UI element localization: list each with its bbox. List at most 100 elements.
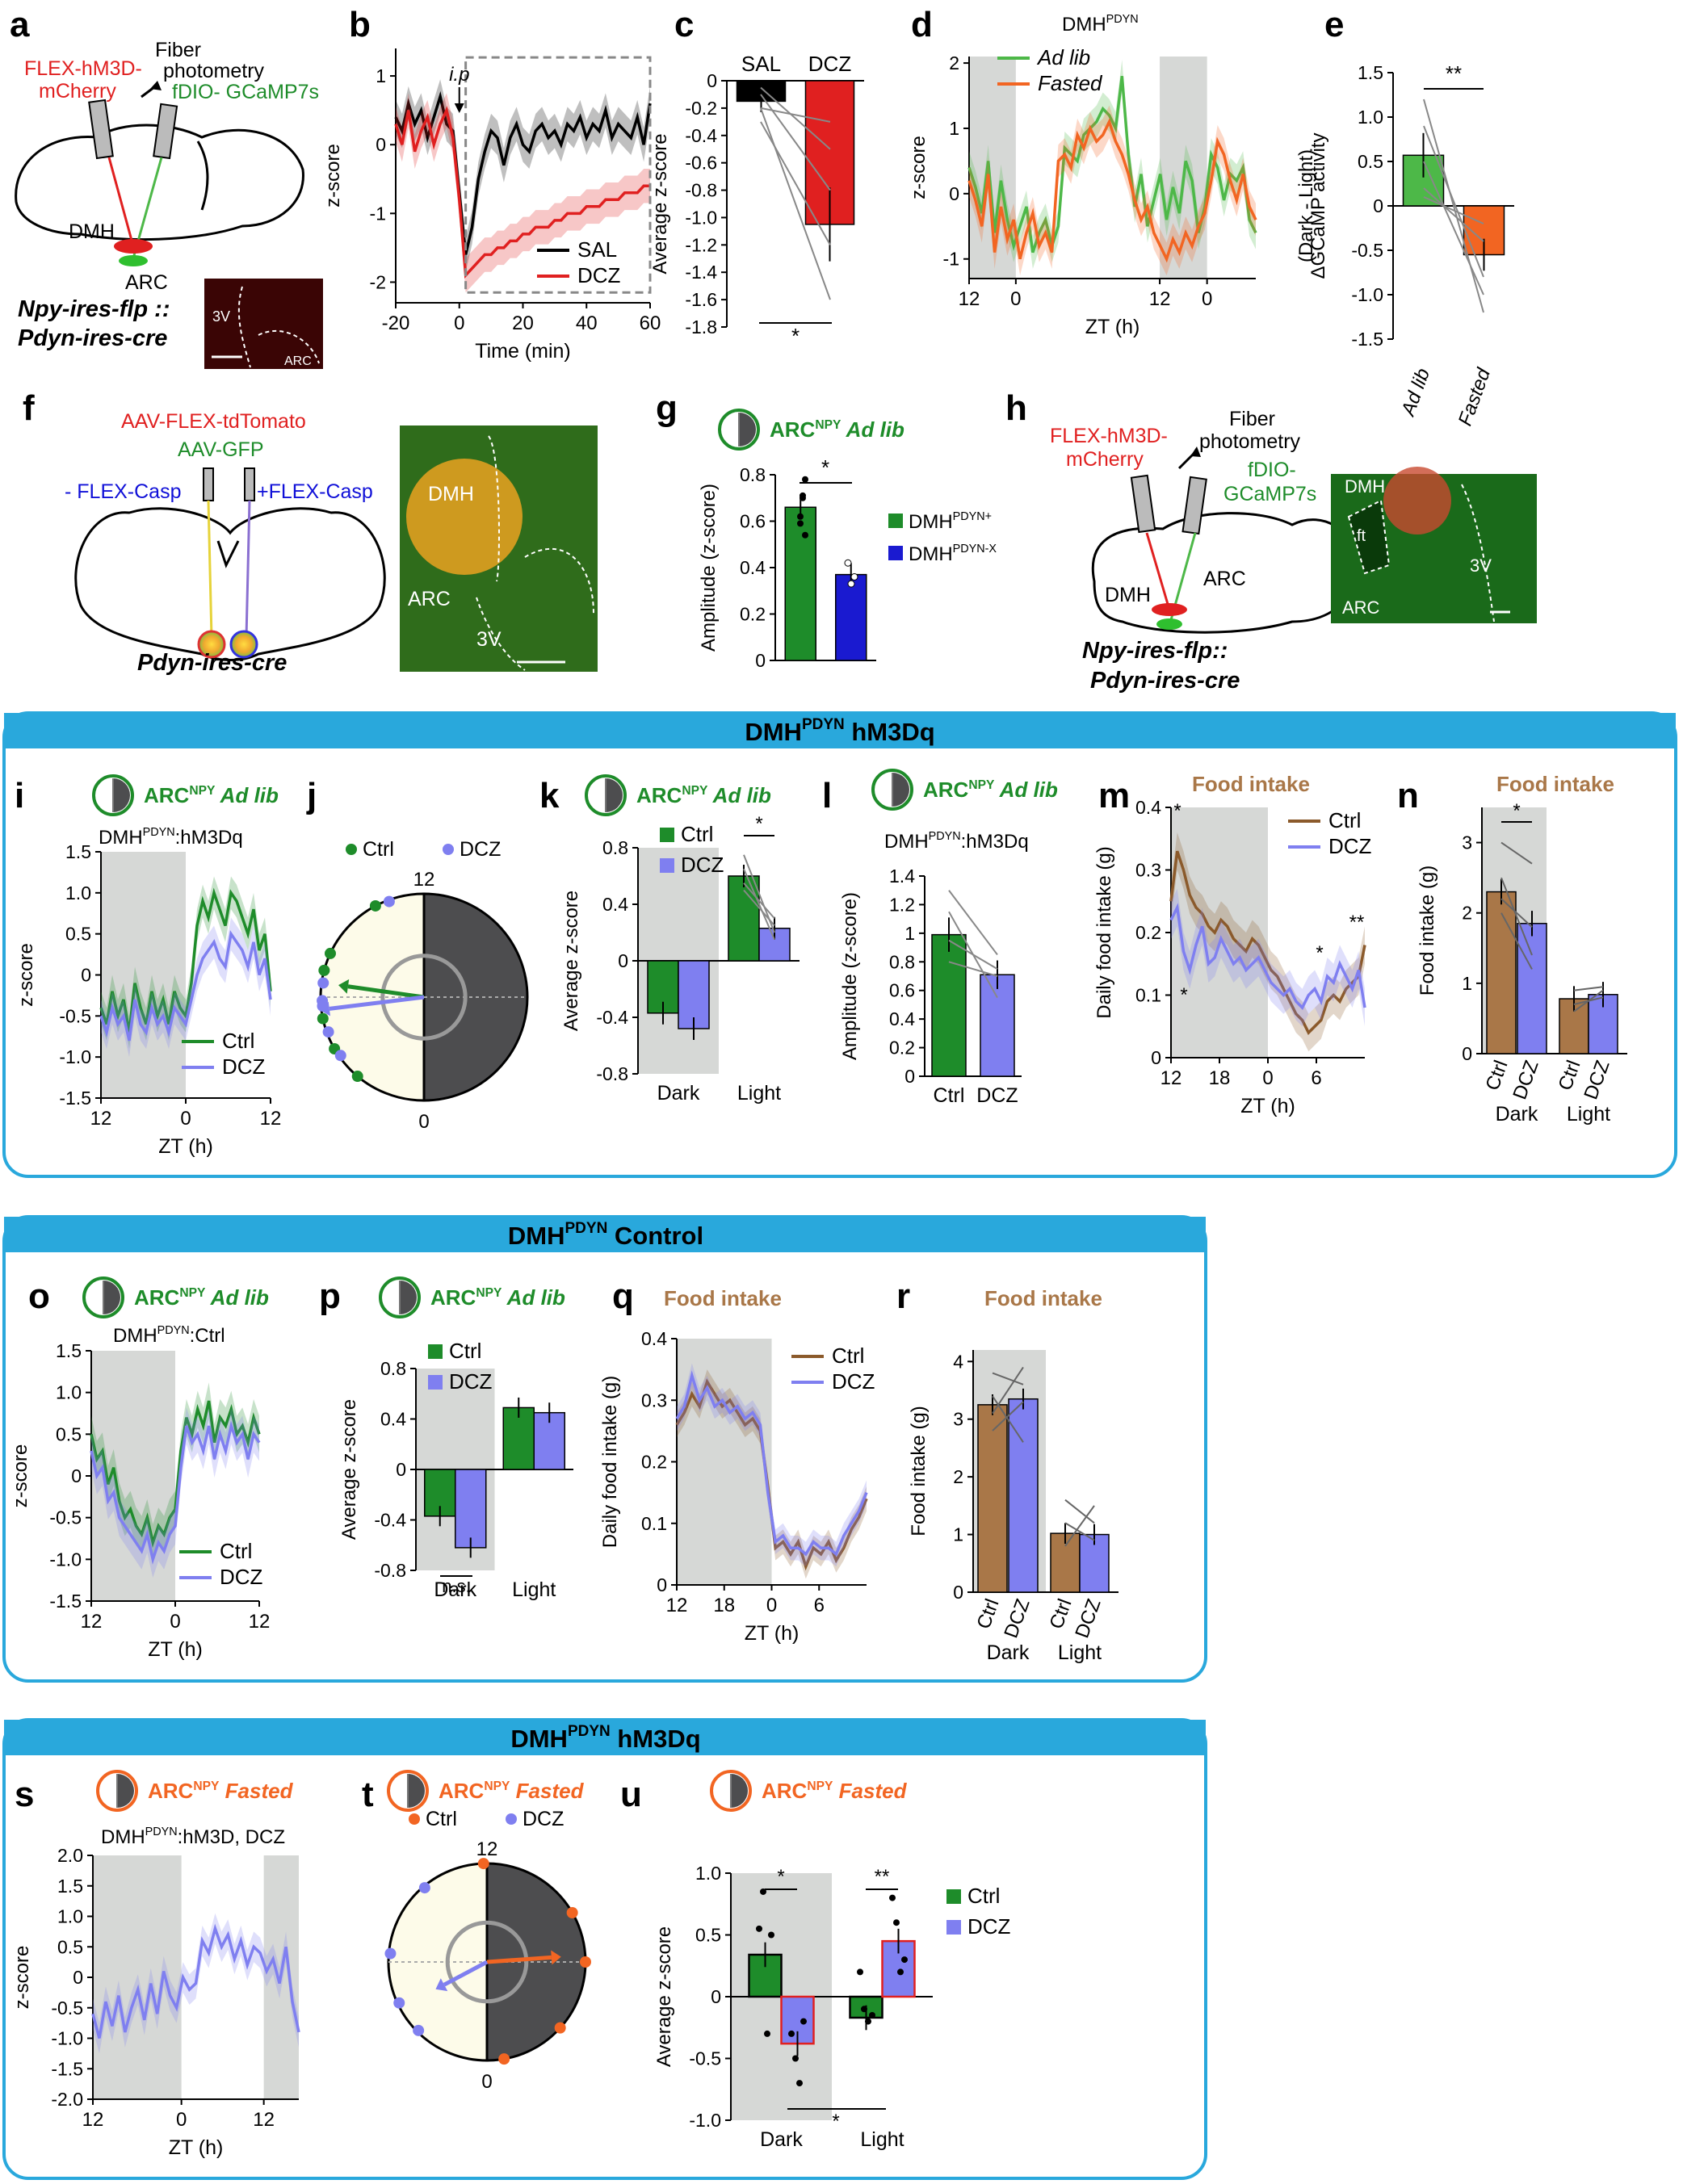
chart-e: 1.5 1.0 0.5 0 -0.5 -1.0 -1.5 ΔGCaMP activity Ad …	[1295, 61, 1514, 429]
y-axis-label: Average z-score	[649, 133, 671, 274]
y-tick-label: 0	[711, 1986, 721, 2007]
y-tick-label: 3	[1462, 832, 1472, 853]
group-label: Dark	[987, 1641, 1030, 1664]
chart-i-title: DMHPDYN:hM3Dq	[99, 826, 243, 849]
svg-text:DMH: DMH	[428, 483, 474, 505]
x-tick-label: 0	[1202, 288, 1212, 310]
x-tick-label: -20	[382, 312, 410, 334]
line-series-DCZ	[1169, 903, 1366, 1010]
y-axis-label: z-score	[322, 144, 344, 208]
legend-label: DCZ	[1328, 834, 1372, 858]
legend-label: DCZ	[832, 1369, 875, 1394]
paired-line	[1423, 187, 1484, 242]
mean-vector	[329, 995, 425, 1011]
condition-o: ARCNPY Ad lib	[134, 1285, 269, 1310]
chart-j: 12 0 Ctrl DCZ	[317, 838, 529, 1133]
y-tick-label: 2	[953, 1466, 963, 1487]
category-label: Dark	[434, 1578, 476, 1601]
group-label: Light	[1567, 1103, 1610, 1126]
sig-mark: n.s.	[442, 1576, 470, 1596]
category-label: Light	[737, 1082, 781, 1105]
x-tick-label: 12	[249, 1611, 271, 1633]
sem-band-DCZ	[396, 93, 650, 293]
x-tick-label: 6	[1311, 1067, 1321, 1089]
sig-mark: *	[1513, 800, 1520, 822]
y-tick-label: -1	[943, 249, 959, 270]
y-tick-label: -1	[370, 203, 386, 224]
y-tick-label: -1.5	[59, 1088, 91, 1109]
panel-f-schematic: AAV-FLEX-tdTomato AAV-GFP - FLEX-Casp +F…	[65, 410, 598, 676]
x-axis-label: ZT (h)	[1085, 316, 1140, 338]
polar-point-ctrl	[318, 964, 330, 976]
paired-line	[1064, 1522, 1095, 1541]
paired-line	[992, 1372, 1024, 1385]
y-tick-label: 1	[376, 65, 386, 86]
data-point	[844, 559, 852, 567]
y-tick-label: 0.6	[889, 980, 915, 1001]
category-label: Ctrl	[972, 1596, 1003, 1632]
paired-line	[1064, 1499, 1095, 1524]
a-label-fdio: fDIO- GCaMP7s	[172, 81, 319, 103]
y-tick-label: 0.6	[740, 511, 766, 532]
legend-label: DCZ	[577, 263, 621, 287]
mean-vector	[347, 984, 425, 1000]
data-point	[897, 1968, 904, 1976]
clock-icon-dark-half	[400, 1281, 417, 1314]
section-title-2: DMHPDYN Control	[508, 1220, 703, 1250]
line-series-Ctrl	[1169, 850, 1366, 1035]
chart-o: 1.5 1.0 0.5 0 -0.5 -1.0 -1.5 z-score 12 0 12 ZT (h)…	[10, 1324, 270, 1661]
polar-point-dcz	[383, 895, 395, 908]
panel-letter-l: l	[822, 776, 832, 815]
legend-label: Ctrl	[449, 1339, 481, 1363]
y-tick-label: -0.6	[685, 153, 717, 174]
condition-u: ARCNPY Fasted	[762, 1779, 908, 1803]
category-label: Ctrl	[1045, 1596, 1076, 1632]
polar-point-dcz	[317, 977, 329, 989]
sig-mark: *	[755, 813, 762, 835]
section-title-1: DMHPDYN hM3Dq	[745, 716, 934, 746]
y-tick-label: 0	[1151, 1047, 1161, 1068]
data-point	[802, 476, 808, 483]
data-point	[857, 1968, 863, 1976]
y-tick-label: -1.2	[685, 234, 717, 255]
clock-icon-dark-half	[606, 778, 623, 812]
y-tick-label: -1.0	[1351, 284, 1383, 305]
paired-line	[760, 107, 831, 123]
legend-label: Ad lib	[1036, 45, 1090, 69]
x-tick-label: 12	[90, 1108, 112, 1130]
paired-line	[1500, 877, 1533, 956]
x-tick-label: 12	[666, 1595, 688, 1616]
chart-c: 0 -0.2 -0.4 -0.6 -0.8 -1.0 -1.2 -1.4 -1.6 -1.8 Ave…	[649, 52, 864, 348]
panel-letter-m: m	[1098, 776, 1130, 815]
clock-icon-dark-half	[408, 1774, 425, 1808]
x-tick-label: 40	[576, 312, 598, 334]
y-tick-label: 0.1	[1135, 985, 1161, 1006]
y-tick-label: 0	[71, 1465, 82, 1486]
line-series-DCZ	[99, 930, 272, 1042]
y-tick-label: 0	[81, 965, 91, 986]
x-tick-label: 0	[1010, 288, 1021, 310]
legend-swatch	[409, 1813, 420, 1825]
panel-letter-i: i	[15, 776, 24, 815]
polar-point-ctrl	[317, 1012, 329, 1025]
category-label: DCZ	[1509, 1058, 1542, 1103]
y-tick-label: -0.5	[59, 1005, 91, 1026]
line-series-Fasted	[967, 118, 1257, 263]
polar-label-top: 12	[413, 869, 435, 891]
paired-line	[1423, 196, 1484, 224]
paired-line	[1423, 99, 1484, 313]
x-tick-label: 0	[1262, 1067, 1273, 1089]
y-tick-label: 0.1	[641, 1513, 667, 1534]
category-label: Ad lib	[1397, 366, 1435, 421]
y-tick-label: 0.5	[56, 1423, 82, 1444]
legend-label: DCZ	[449, 1369, 493, 1394]
y-axis-label: Amplitude (z-score)	[698, 484, 720, 652]
paired-line	[992, 1401, 1024, 1432]
panel-letter-u: u	[620, 1775, 642, 1814]
x-axis-label: ZT (h)	[745, 1622, 800, 1645]
y-tick-label: 3	[953, 1409, 963, 1430]
y-tick-label: 0	[707, 70, 717, 91]
panel-letter-r: r	[896, 1276, 910, 1316]
zoom-box	[464, 56, 652, 294]
